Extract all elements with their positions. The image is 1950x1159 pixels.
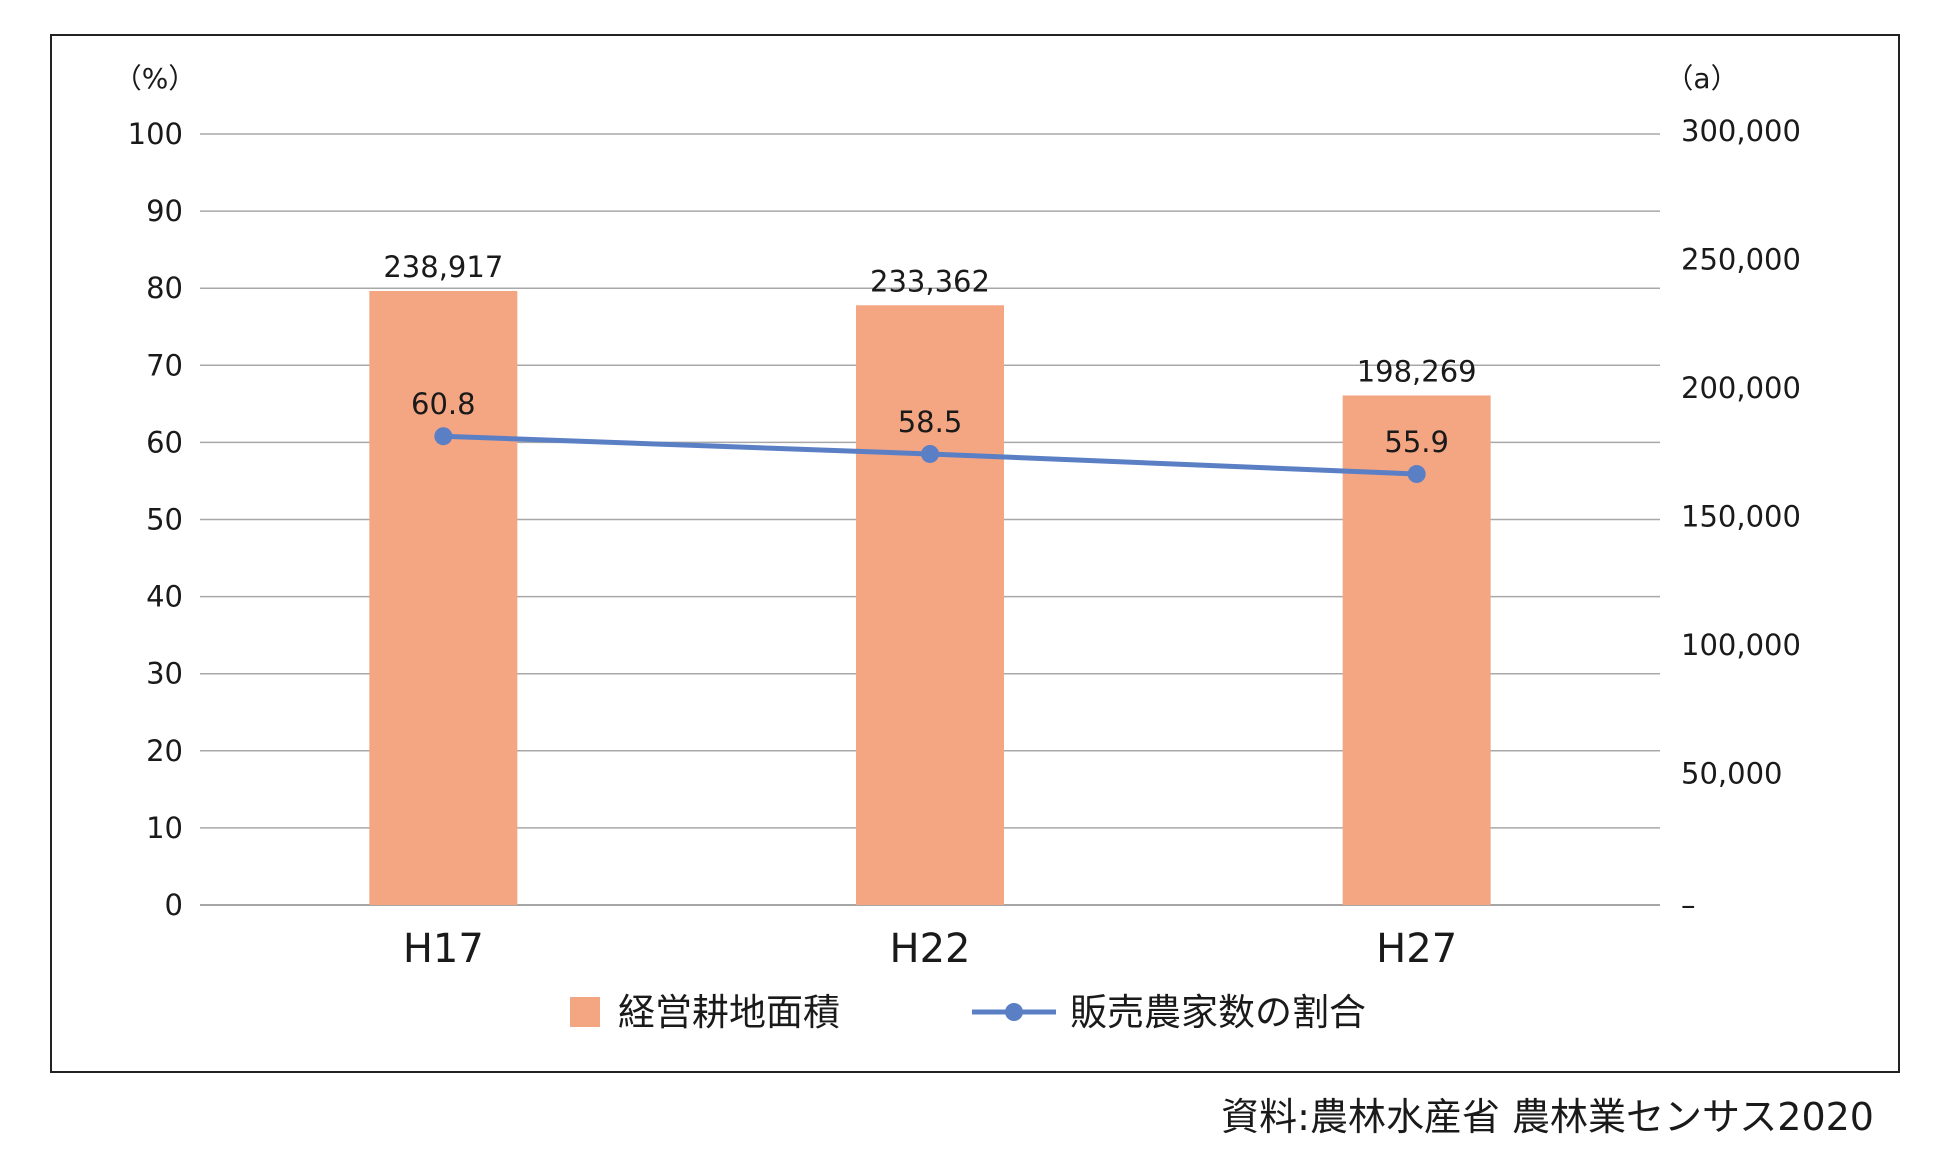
left-tick-label: 90 bbox=[146, 194, 183, 228]
left-tick-label: 50 bbox=[146, 503, 183, 537]
left-axis-ticks: 0 10 20 30 40 50 60 70 80 90 100 bbox=[128, 117, 183, 922]
line-point bbox=[434, 427, 453, 446]
right-tick-label: 200,000 bbox=[1681, 371, 1801, 405]
left-tick-label: 100 bbox=[128, 117, 183, 151]
left-tick-label: 60 bbox=[146, 425, 183, 459]
right-tick-label: – bbox=[1681, 888, 1696, 922]
legend: 経営耕地面積 販売農家数の割合 bbox=[570, 991, 1366, 1034]
right-tick-label: 50,000 bbox=[1681, 757, 1782, 791]
legend-label-bar: 経営耕地面積 bbox=[618, 991, 840, 1034]
right-tick-label: 300,000 bbox=[1681, 114, 1801, 148]
bar bbox=[856, 305, 1004, 906]
line-point bbox=[921, 444, 939, 463]
bar-series: 238,917 233,362 198,269 bbox=[369, 250, 1491, 906]
legend-swatch-marker bbox=[1005, 1003, 1023, 1021]
category-label: H27 bbox=[1376, 926, 1457, 972]
left-tick-label: 20 bbox=[146, 734, 183, 768]
left-tick-label: 80 bbox=[146, 271, 183, 305]
right-axis-unit: （a） bbox=[1665, 62, 1738, 95]
right-tick-label: 100,000 bbox=[1681, 628, 1801, 662]
legend-swatch-bar bbox=[570, 997, 600, 1027]
left-tick-label: 40 bbox=[146, 580, 183, 614]
category-label: H17 bbox=[403, 926, 484, 972]
right-tick-label: 150,000 bbox=[1681, 500, 1801, 534]
line-series: 60.8 58.5 55.9 bbox=[411, 387, 1449, 484]
category-label: H22 bbox=[890, 926, 971, 972]
left-axis-unit: （%） bbox=[114, 62, 197, 95]
line-point bbox=[1407, 465, 1426, 484]
bar-value-label: 238,917 bbox=[383, 250, 503, 284]
left-tick-label: 0 bbox=[165, 888, 183, 922]
source-note: 資料:農林水産省 農林業センサス2020 bbox=[1221, 1095, 1874, 1139]
line-value-label: 58.5 bbox=[898, 405, 963, 439]
bar-value-label: 233,362 bbox=[870, 264, 990, 298]
line-value-label: 60.8 bbox=[411, 387, 476, 421]
left-tick-label: 30 bbox=[146, 657, 183, 691]
bar-value-label: 198,269 bbox=[1357, 354, 1477, 388]
right-tick-label: 250,000 bbox=[1681, 243, 1801, 277]
left-tick-label: 70 bbox=[146, 348, 183, 382]
bar bbox=[369, 290, 518, 906]
category-labels: H17 H22 H27 bbox=[403, 926, 1457, 972]
line-value-label: 55.9 bbox=[1384, 425, 1449, 459]
legend-label-line: 販売農家数の割合 bbox=[1070, 991, 1366, 1034]
left-tick-label: 10 bbox=[146, 811, 183, 845]
right-axis-ticks: – 50,000 100,000 150,000 200,000 250,000 300,0… bbox=[1681, 114, 1801, 922]
